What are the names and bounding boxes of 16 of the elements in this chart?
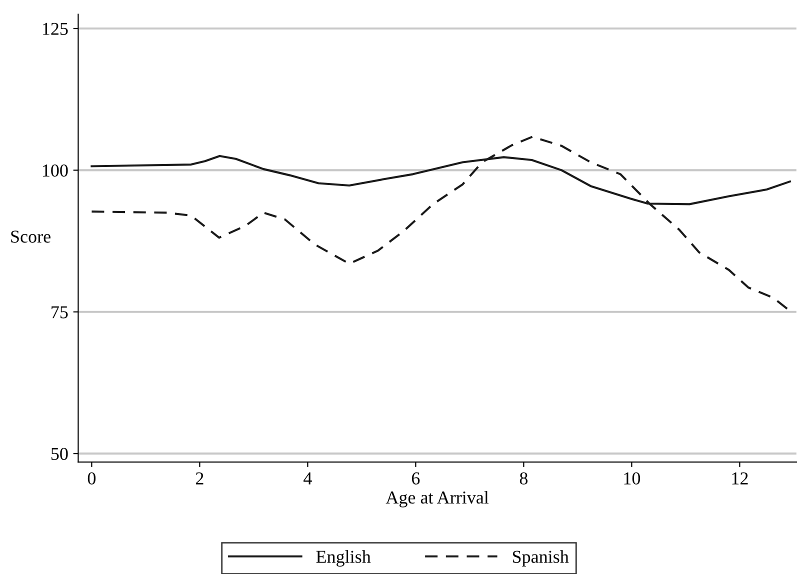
x-tick-label: 6 <box>412 472 420 484</box>
x-tick-label: 12 <box>732 472 748 484</box>
x-tick-label: 2 <box>196 472 204 484</box>
x-tick-label: 8 <box>520 472 528 484</box>
y-tick-label: 100 <box>42 164 68 177</box>
y-tick-label: 50 <box>51 448 68 460</box>
legend-label: English <box>316 550 371 567</box>
x-axis-title: Age at Arrival <box>386 490 489 508</box>
x-tick-label: 4 <box>304 472 312 484</box>
y-axis-title: Score <box>11 230 50 243</box>
y-tick-label: 125 <box>42 22 68 35</box>
x-tick-label: 10 <box>624 472 640 484</box>
y-tick-label: 75 <box>52 306 68 318</box>
line-series <box>90 136 790 311</box>
x-tick-label: 0 <box>88 472 96 484</box>
legend-label: Spanish <box>512 550 569 567</box>
